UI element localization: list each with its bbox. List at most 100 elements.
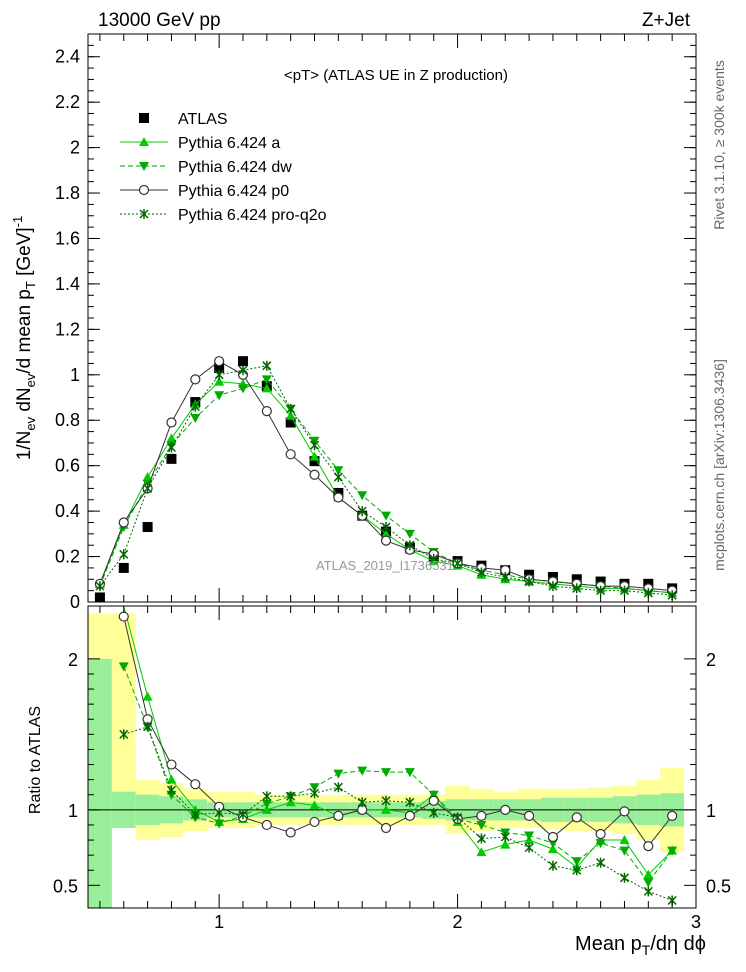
data-point <box>166 417 177 428</box>
data-point <box>214 356 225 367</box>
ratio-point <box>333 782 343 793</box>
ratio-point <box>667 846 678 856</box>
ratio-point <box>619 835 630 845</box>
data-point <box>524 576 534 587</box>
ratio-point <box>214 819 225 829</box>
legend-marker <box>139 113 149 123</box>
data-point <box>333 466 344 476</box>
ratio-point <box>571 812 582 823</box>
ratio-point <box>309 800 320 810</box>
data-point <box>261 406 272 417</box>
legend-label: Pythia 6.424 pro-q2o <box>178 207 327 224</box>
data-point <box>214 369 224 380</box>
data-point <box>453 558 463 569</box>
main-y-tick-label: 0.4 <box>55 501 80 521</box>
ratio-point <box>476 847 487 857</box>
main-y-tick-label: 1.6 <box>55 228 80 248</box>
data-point <box>357 491 368 501</box>
ratio-point <box>428 790 439 800</box>
data-point <box>285 449 296 460</box>
ratio-plot-frame <box>87 605 697 909</box>
ratio-point <box>309 816 320 828</box>
data-point <box>143 483 153 494</box>
data-point <box>237 384 248 394</box>
ratio-point <box>643 886 653 897</box>
data-point <box>166 433 177 443</box>
ratio-point <box>619 872 630 883</box>
data-point <box>405 540 415 551</box>
legend-item-pythia-6-424-pro-q2o: Pythia 6.424 pro-q2o <box>120 207 327 224</box>
data-point <box>380 535 392 546</box>
legend-label: Pythia 6.424 p0 <box>178 183 289 200</box>
ratio-series-pythia-6-424-p0 <box>118 611 678 852</box>
ratio-line-pythia-6-424-pro-q2o <box>123 726 673 901</box>
data-point <box>285 417 296 428</box>
ratio-y-tick-label-right: 1 <box>706 801 716 821</box>
ratio-y-tick-label: 1 <box>68 801 78 821</box>
ratio-point <box>381 804 392 814</box>
main-y-tick-label: 0.6 <box>55 456 80 476</box>
ratio-point <box>643 869 654 879</box>
data-point <box>237 356 248 367</box>
ratio-point <box>261 819 272 831</box>
main-y-tick-label: 2.4 <box>55 47 80 67</box>
data-point <box>619 585 630 596</box>
data-point <box>381 522 391 533</box>
ratio-y-tick-label-right: 2 <box>706 650 716 670</box>
data-point <box>500 572 510 583</box>
ratio-point <box>166 774 177 784</box>
ratio-point <box>548 860 558 871</box>
data-point <box>214 376 225 386</box>
main-y-tick-label: 1.2 <box>55 319 80 339</box>
data-point <box>119 549 129 560</box>
data-point <box>548 581 558 592</box>
ratio-point <box>309 783 320 793</box>
ratio-point <box>143 721 153 732</box>
ratio-y-tick-label: 2 <box>68 650 78 670</box>
ratio-point <box>476 833 486 844</box>
main-y-tick-label: 0 <box>70 592 80 612</box>
ratio-point <box>118 662 129 672</box>
ratio-point <box>357 797 367 808</box>
ratio-point <box>381 795 391 806</box>
data-point <box>214 362 225 373</box>
data-point <box>261 383 272 393</box>
ratio-point <box>596 857 606 868</box>
x-tick-label: 1 <box>214 912 224 932</box>
ratio-y-tick-label: 0.5 <box>53 876 78 896</box>
ratio-y-axis-label: Ratio to ATLAS <box>27 706 44 814</box>
data-point <box>190 374 201 385</box>
ratio-point <box>523 810 535 821</box>
data-point <box>286 403 296 414</box>
ratio-point <box>333 769 344 779</box>
ratio-point <box>214 807 224 818</box>
data-point <box>238 365 248 376</box>
rivet-label: Rivet 3.1.10, ≥ 300k events <box>711 60 727 230</box>
ratio-point <box>547 831 559 843</box>
data-point <box>381 511 392 521</box>
legend-item-pythia-6-424-p0: Pythia 6.424 p0 <box>120 183 289 200</box>
data-point <box>357 506 367 517</box>
ratio-point <box>333 810 344 821</box>
data-point <box>309 456 320 467</box>
ratio-point <box>524 842 534 853</box>
main-y-tick-label: 0.8 <box>55 410 80 430</box>
data-point <box>214 391 225 401</box>
ratio-point <box>238 809 248 820</box>
ratio-point <box>285 827 296 838</box>
main-y-tick-label: 1.4 <box>55 274 80 294</box>
ratio-point <box>619 846 630 856</box>
main-title: <pT> (ATLAS UE in Z production) <box>284 67 508 84</box>
data-point <box>309 451 320 461</box>
data-point <box>596 585 606 596</box>
ratio-point <box>476 810 487 821</box>
legend-item-pythia-6-424-dw: Pythia 6.424 dw <box>120 159 292 176</box>
ratio-point <box>262 791 272 802</box>
analysis-label: ATLAS_2019_I1736531 <box>316 558 454 573</box>
mcplots-label: mcplots.cern.ch [arXiv:1306.3436] <box>711 359 727 571</box>
ratio-point <box>667 810 678 821</box>
ratio-point <box>595 839 606 849</box>
ratio-point <box>500 839 511 849</box>
legend-label: ATLAS <box>178 111 228 128</box>
data-point <box>261 375 272 385</box>
